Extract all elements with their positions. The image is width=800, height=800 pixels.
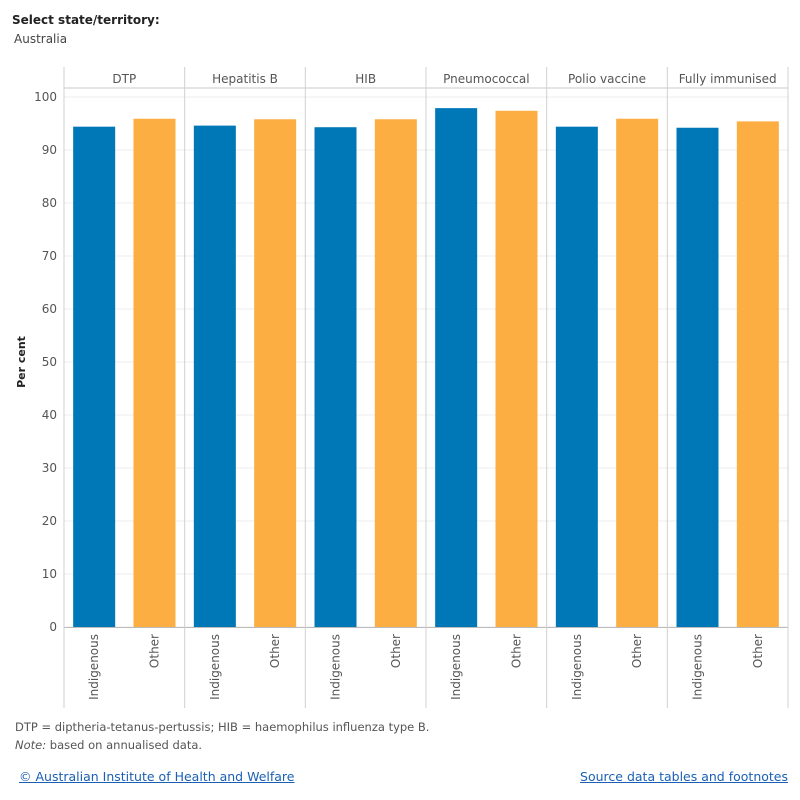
panel-header: HIB bbox=[355, 72, 376, 86]
y-tick-label: 30 bbox=[42, 461, 57, 475]
panel-header: Hepatitis B bbox=[212, 72, 278, 86]
copyright-link[interactable]: © Australian Institute of Health and Wel… bbox=[19, 769, 295, 784]
bar-other bbox=[254, 119, 297, 627]
bar-indigenous bbox=[555, 126, 598, 628]
bar-other bbox=[616, 118, 659, 627]
bar-other bbox=[374, 119, 417, 627]
x-category-label: Other bbox=[268, 634, 282, 668]
panel-header: Fully immunised bbox=[679, 72, 777, 86]
y-tick-label: 0 bbox=[49, 620, 57, 634]
x-category-label: Indigenous bbox=[208, 634, 222, 700]
note-label: Note: bbox=[15, 738, 47, 752]
x-category-label: Indigenous bbox=[87, 634, 101, 700]
x-category-label: Other bbox=[510, 634, 524, 668]
x-category-label: Other bbox=[389, 634, 403, 668]
bar-indigenous bbox=[73, 126, 116, 628]
y-tick-label: 90 bbox=[42, 143, 57, 157]
bar-indigenous bbox=[314, 127, 357, 628]
y-tick-label: 40 bbox=[42, 408, 57, 422]
bar-other bbox=[495, 110, 538, 627]
panel-header: Polio vaccine bbox=[568, 72, 646, 86]
bar-other bbox=[736, 121, 779, 627]
x-category-label: Indigenous bbox=[691, 634, 705, 700]
bar-indigenous bbox=[676, 127, 719, 628]
x-category-label: Indigenous bbox=[570, 634, 584, 700]
y-tick-label: 60 bbox=[42, 302, 57, 316]
note-footnote: Note: based on annualised data. bbox=[15, 738, 202, 752]
x-category-label: Other bbox=[148, 634, 162, 668]
note-text: based on annualised data. bbox=[46, 738, 203, 752]
filter-label: Select state/territory: bbox=[12, 13, 160, 27]
bar-indigenous bbox=[435, 108, 478, 627]
y-tick-label: 100 bbox=[34, 90, 57, 104]
x-category-label: Indigenous bbox=[329, 634, 343, 700]
immunisation-bar-chart: 0 10 20 30 40 50 60 70 80 90 100 Per cent DTP Indigen… bbox=[15, 67, 789, 708]
state-filter-dropdown[interactable]: Australia bbox=[14, 32, 68, 46]
x-category-label: Indigenous bbox=[449, 634, 463, 700]
bar-indigenous bbox=[193, 125, 236, 628]
x-category-label: Other bbox=[751, 634, 765, 668]
y-tick-label: 80 bbox=[42, 196, 57, 210]
y-tick-label: 70 bbox=[42, 249, 57, 263]
y-tick-label: 10 bbox=[42, 567, 57, 581]
y-tick-label: 50 bbox=[42, 355, 57, 369]
y-tick-label: 20 bbox=[42, 514, 57, 528]
y-axis-title: Per cent bbox=[15, 336, 28, 388]
bar-other bbox=[133, 118, 176, 627]
panel-header: DTP bbox=[112, 72, 136, 86]
abbreviations-footnote: DTP = diptheria-tetanus-pertussis; HIB =… bbox=[15, 720, 430, 734]
x-category-label: Other bbox=[630, 634, 644, 668]
source-data-link[interactable]: Source data tables and footnotes bbox=[580, 769, 788, 784]
panel-header: Pneumococcal bbox=[443, 72, 529, 86]
